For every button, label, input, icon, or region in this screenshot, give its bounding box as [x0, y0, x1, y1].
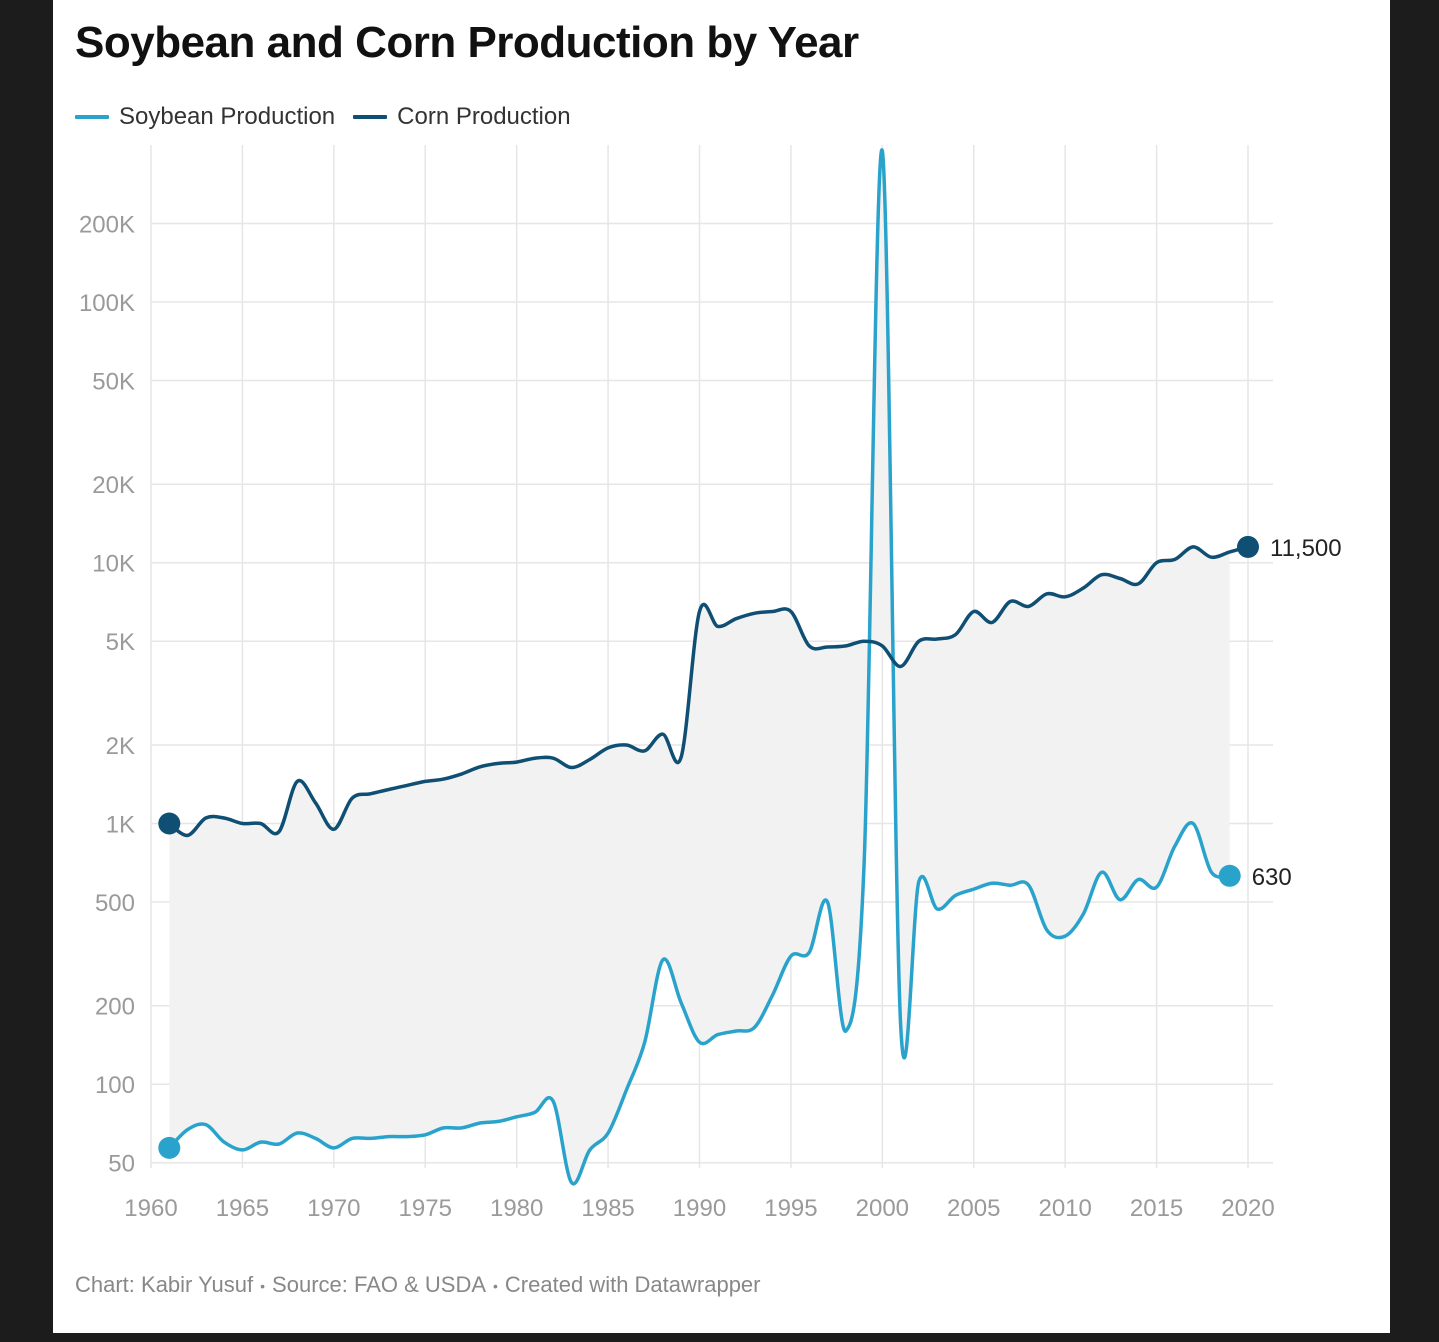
- legend-label-soybean: Soybean Production: [119, 103, 336, 130]
- footer-chart-by: Chart: Kabir Yusuf: [75, 1272, 254, 1297]
- series-end-label-soybean: 630: [1252, 864, 1292, 891]
- footer-created-with: Created with Datawrapper: [504, 1272, 761, 1297]
- chart-card: Soybean and Corn Production by Year Soyb…: [53, 0, 1390, 1333]
- y-tick-label: 20K: [92, 472, 135, 499]
- footer-source: Source: FAO & USDA: [272, 1272, 487, 1297]
- x-tick-label: 2020: [1221, 1195, 1274, 1222]
- legend-swatch-soybean: [75, 115, 109, 119]
- chart-title: Soybean and Corn Production by Year: [75, 18, 859, 67]
- x-tick-label: 1990: [673, 1195, 726, 1222]
- y-tick-label: 10K: [92, 551, 135, 578]
- series-end-marker-corn: [1237, 535, 1259, 558]
- x-tick-label: 1965: [216, 1195, 269, 1222]
- x-tick-label: 2015: [1130, 1195, 1183, 1222]
- area-between-series: [169, 149, 1230, 1184]
- y-tick-label: 100: [95, 1072, 135, 1099]
- series-start-marker-soybean: [158, 1136, 181, 1159]
- y-tick-label: 5K: [106, 629, 135, 656]
- x-tick-label: 2005: [947, 1195, 1000, 1222]
- series-end-marker-soybean: [1218, 864, 1241, 887]
- y-tick-label: 100K: [79, 290, 135, 317]
- legend-swatch-corn: [353, 115, 388, 119]
- y-tick-label: 50K: [92, 368, 135, 395]
- series-start-marker-corn: [158, 812, 181, 835]
- series-end-label-corn: 11,500: [1270, 535, 1342, 562]
- legend-item-corn: Corn Production: [353, 103, 571, 131]
- y-tick-label: 2K: [106, 733, 135, 760]
- legend-item-soybean: Soybean Production: [75, 103, 335, 131]
- footer-separator: •: [260, 1278, 266, 1295]
- y-tick-label: 200: [95, 994, 135, 1021]
- series-line-corn: [168, 545, 1249, 838]
- series-line-soybean: [168, 148, 1231, 1186]
- x-tick-label: 1975: [399, 1195, 452, 1222]
- x-tick-label: 2010: [1038, 1195, 1091, 1222]
- x-tick-label: 1980: [490, 1195, 543, 1222]
- chart-plot: 50 100 200 500 1K 2K 5K 10K 20K 50K 100K 200K 1960 19…: [79, 145, 1342, 1222]
- legend-label-corn: Corn Production: [397, 103, 571, 130]
- x-tick-label: 1960: [124, 1195, 177, 1222]
- x-tick-label: 1995: [764, 1195, 817, 1222]
- y-tick-label: 500: [95, 890, 135, 917]
- footer-separator: •: [493, 1278, 498, 1295]
- x-tick-label: 1985: [581, 1195, 634, 1222]
- y-tick-label: 50: [108, 1151, 135, 1178]
- y-tick-label: 1K: [106, 811, 135, 838]
- chart-legend: Soybean Production Corn Production: [75, 102, 589, 132]
- y-tick-label: 200K: [79, 211, 135, 238]
- x-tick-label: 2000: [856, 1195, 909, 1222]
- x-tick-label: 1970: [307, 1195, 360, 1222]
- chart-footer: Chart: Kabir Yusuf • Source: FAO & USDA • Cr…: [75, 1272, 761, 1298]
